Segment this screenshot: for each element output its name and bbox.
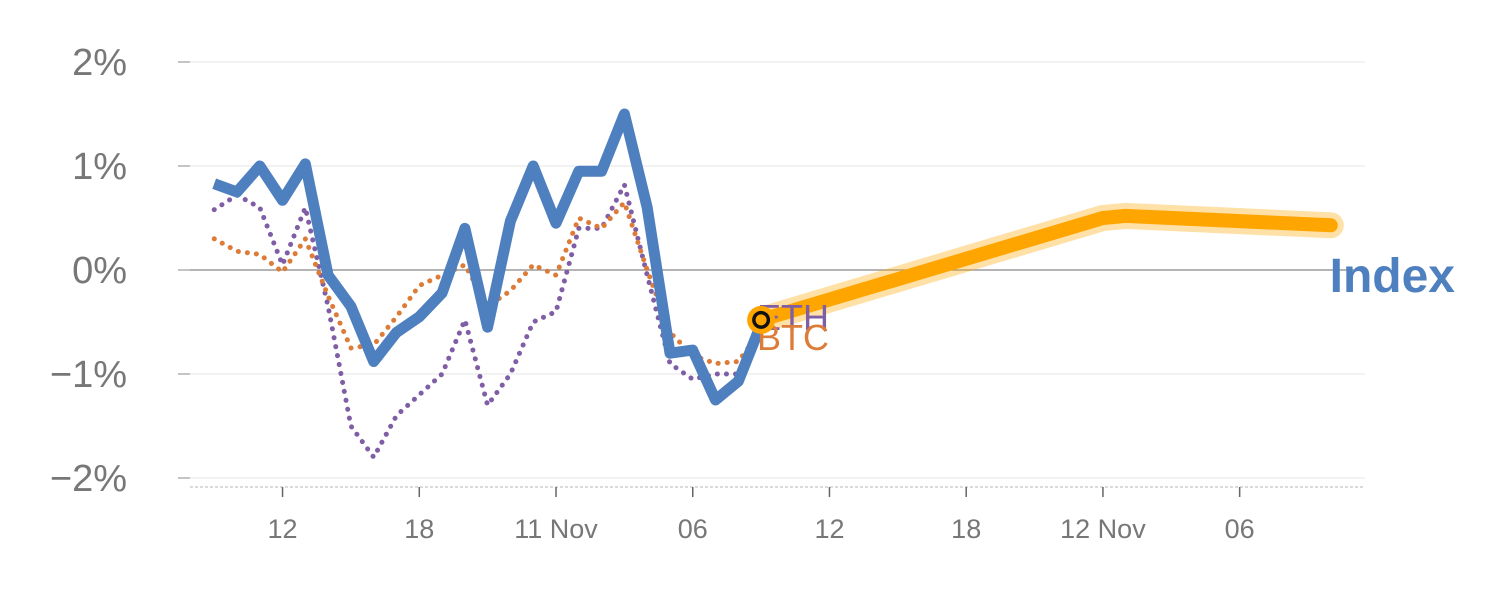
gridlines [190,61,1365,479]
x-tick-label: 06 [1225,514,1255,544]
x-tick-label: 18 [404,514,434,544]
forecast-line [754,208,1338,327]
x-tick-label: 18 [951,514,981,544]
series-line-btc [211,199,764,367]
endpoint-marker-core [755,314,767,326]
axes: 2% 1% 0% −1% −2% 12 18 11 Nov 06 12 18 12 Nov 06 [50,42,1365,544]
y-tick-label: −2% [50,458,127,500]
x-tick-label: 12 Nov [1060,514,1146,544]
x-tick-label: 12 [268,514,298,544]
series-label-index: Index [1330,250,1456,303]
x-tick-label: 11 Nov [514,514,598,544]
y-tick-label: 2% [72,42,127,84]
series-line-index [212,108,767,406]
x-tick-label: 06 [678,514,708,544]
y-tick-label: −1% [50,354,127,396]
y-tick-label: 0% [72,250,127,292]
series [211,108,1344,460]
x-tick-label: 12 [814,514,844,544]
series-line-eth [211,182,764,460]
y-tick-label: 1% [72,146,127,188]
